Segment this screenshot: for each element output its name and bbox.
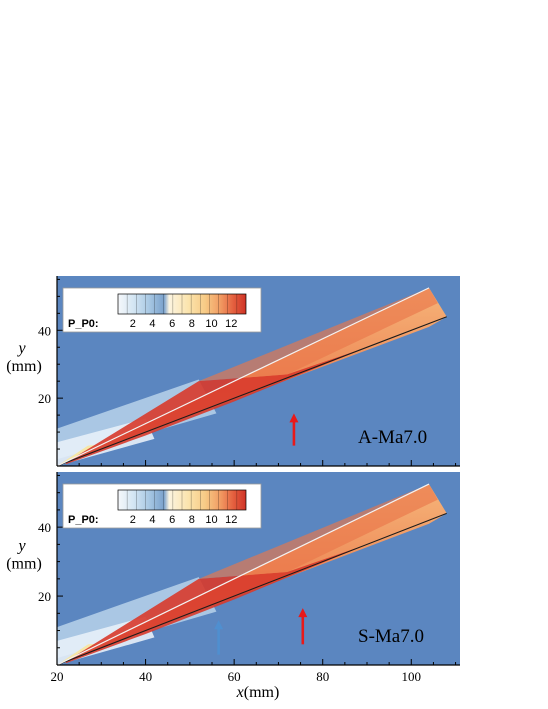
top-edge [57,469,427,472]
colorbar-legend: P_P0: 2 4 6 8 10 12 [62,483,262,529]
colorbar-tick-label: 8 [189,318,195,330]
x-tick-label: 40 [139,669,152,684]
y-tick-label: 20 [38,391,51,406]
colorbar-frame [117,293,247,315]
y-tick-label: 20 [38,589,51,604]
colorbar-frame [117,489,247,511]
shock-line [57,287,430,466]
colorbar [118,490,246,510]
colorbar-tick-label: 12 [225,514,237,526]
y-axis-title-unit: (mm) [6,556,42,573]
colorbar-tick-label: 10 [205,514,217,526]
top-edge [57,273,427,276]
case-label: S-Ma7.0 [358,626,424,647]
y-axis-title-unit: (mm) [6,358,42,375]
arrow-head [298,608,308,618]
colorbar-tick-label: 10 [205,318,217,330]
y-tick-label: 40 [38,323,51,338]
y-tick-label: 40 [38,520,51,535]
shock-line [57,483,430,665]
colorbar-tick-label: 8 [189,514,195,526]
arrow-head [289,413,299,423]
case-label: A-Ma7.0 [358,427,427,448]
colorbar-tick-label: 12 [225,318,237,330]
colorbar-tick-label: 4 [149,318,155,330]
colorbar-tick-label: 4 [149,514,155,526]
y-axis-title-var: y [16,340,26,357]
x-axis-title: x(mm) [236,684,280,701]
colorbar-label: P_P0: [68,514,99,526]
x-tick-label: 20 [51,669,64,684]
colorbar-tick-label: 2 [130,514,136,526]
wall-line [57,316,447,466]
arrow-head [214,620,224,630]
reflected-shock-band [198,484,438,579]
reflected-shock-band [198,287,438,382]
colorbar-tick-label: 6 [169,514,175,526]
x-tick-label: 60 [228,669,241,684]
colorbar [118,294,246,314]
colorbar-tick-label: 2 [130,318,136,330]
colorbar-legend: P_P0: 2 4 6 8 10 12 [62,287,262,333]
colorbar-tick-label: 6 [169,318,175,330]
panel-s-ma70: 20 40 20 40 60 80 100 y(mm) P_P0: 2 4 6 8 10 12 S-Ma7.0 [6,469,460,684]
y-axis-title-var: y [16,538,26,555]
shared-x-axis: x(mm) [236,684,280,701]
x-tick-label: 80 [316,669,329,684]
colorbar-label: P_P0: [68,318,99,330]
wall-line [57,512,447,665]
x-tick-label: 100 [402,669,422,684]
panel-a-ma70: 20 40 y(mm) P_P0: 2 4 6 8 10 12 A-Ma7.0 [6,273,460,467]
